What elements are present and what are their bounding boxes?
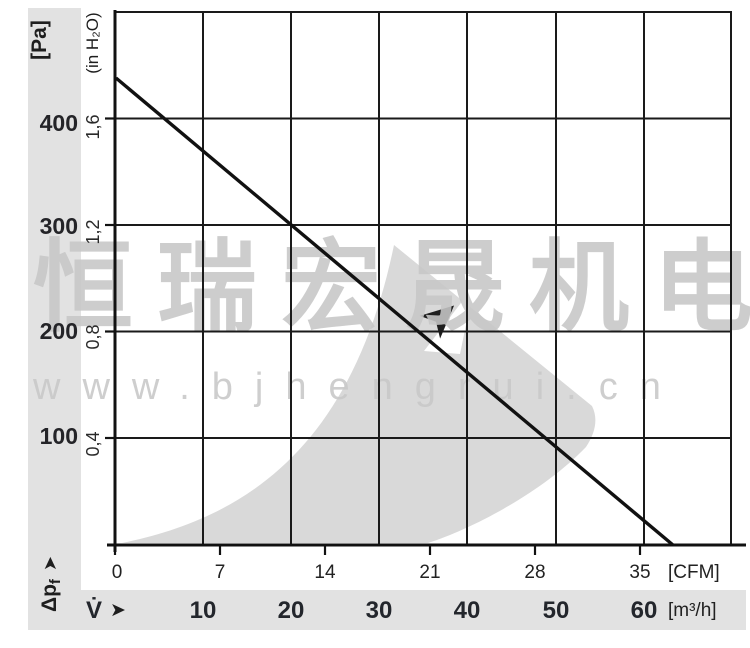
flow-axis-labels: 0 7 14 21 28 35 [CFM] V̇ ➤ 10 20 30 40 5… — [86, 562, 720, 624]
delta-p-subscript: f — [47, 578, 64, 584]
m3h-tick-50: 50 — [543, 597, 570, 624]
m3h-tick-40: 40 — [454, 597, 481, 624]
cfm-unit-label: [CFM] — [668, 562, 720, 583]
pa-unit-label: [Pa] — [28, 20, 51, 60]
bottom-gray-panel — [28, 590, 746, 630]
left-gray-panel — [28, 8, 81, 630]
cfm-tick-14: 14 — [314, 562, 336, 583]
delta-p-label: Δp — [38, 584, 61, 612]
flow-axis-title: V̇ — [86, 597, 102, 624]
inh2o-tick-08: 0,8 — [83, 324, 103, 349]
m3h-tick-20: 20 — [278, 597, 305, 624]
inh2o-tick-16: 1,6 — [83, 114, 103, 139]
watermark-url-text: www.bjhengrui.cn — [32, 366, 683, 408]
fan-curve-line — [114, 76, 675, 547]
plot-grid — [114, 11, 732, 545]
pa-tick-400: 400 — [40, 110, 78, 136]
pressure-axis-arrow-icon: ➤ — [40, 556, 60, 571]
watermark-swoosh-shape — [122, 245, 596, 543]
pa-tick-100: 100 — [40, 423, 78, 449]
cfm-tick-0: 0 — [112, 562, 123, 583]
cfm-tick-28: 28 — [524, 562, 545, 583]
flow-axis-arrow-icon: ➤ — [110, 600, 126, 621]
watermark-arrow-gap — [424, 286, 474, 354]
inh2o-unit-label: (in H₂O) — [83, 12, 102, 73]
cfm-tick-marks — [113, 545, 642, 555]
m3h-tick-10: 10 — [190, 597, 217, 624]
inh2o-tick-04: 0,4 — [83, 431, 103, 456]
pa-tick-200: 200 — [40, 318, 78, 344]
inh2o-tick-12: 1,2 — [83, 219, 103, 244]
cfm-tick-21: 21 — [419, 562, 440, 583]
m3h-tick-60: 60 — [631, 597, 658, 624]
watermark-chinese-text: 恒瑞宏晟机电 — [33, 232, 750, 344]
m3h-unit-label: [m³/h] — [668, 600, 717, 621]
pa-tick-300: 300 — [40, 213, 78, 239]
pressure-axis-title: Δpf ➤ — [38, 556, 64, 612]
cfm-tick-7: 7 — [215, 562, 226, 583]
m3h-tick-30: 30 — [366, 597, 393, 624]
cfm-tick-35: 35 — [629, 562, 650, 583]
inh2o-tick-marks — [105, 117, 116, 440]
pressure-axis-labels: [Pa] (in H₂O) 400 300 200 100 1,6 1,2 0,… — [28, 12, 103, 612]
